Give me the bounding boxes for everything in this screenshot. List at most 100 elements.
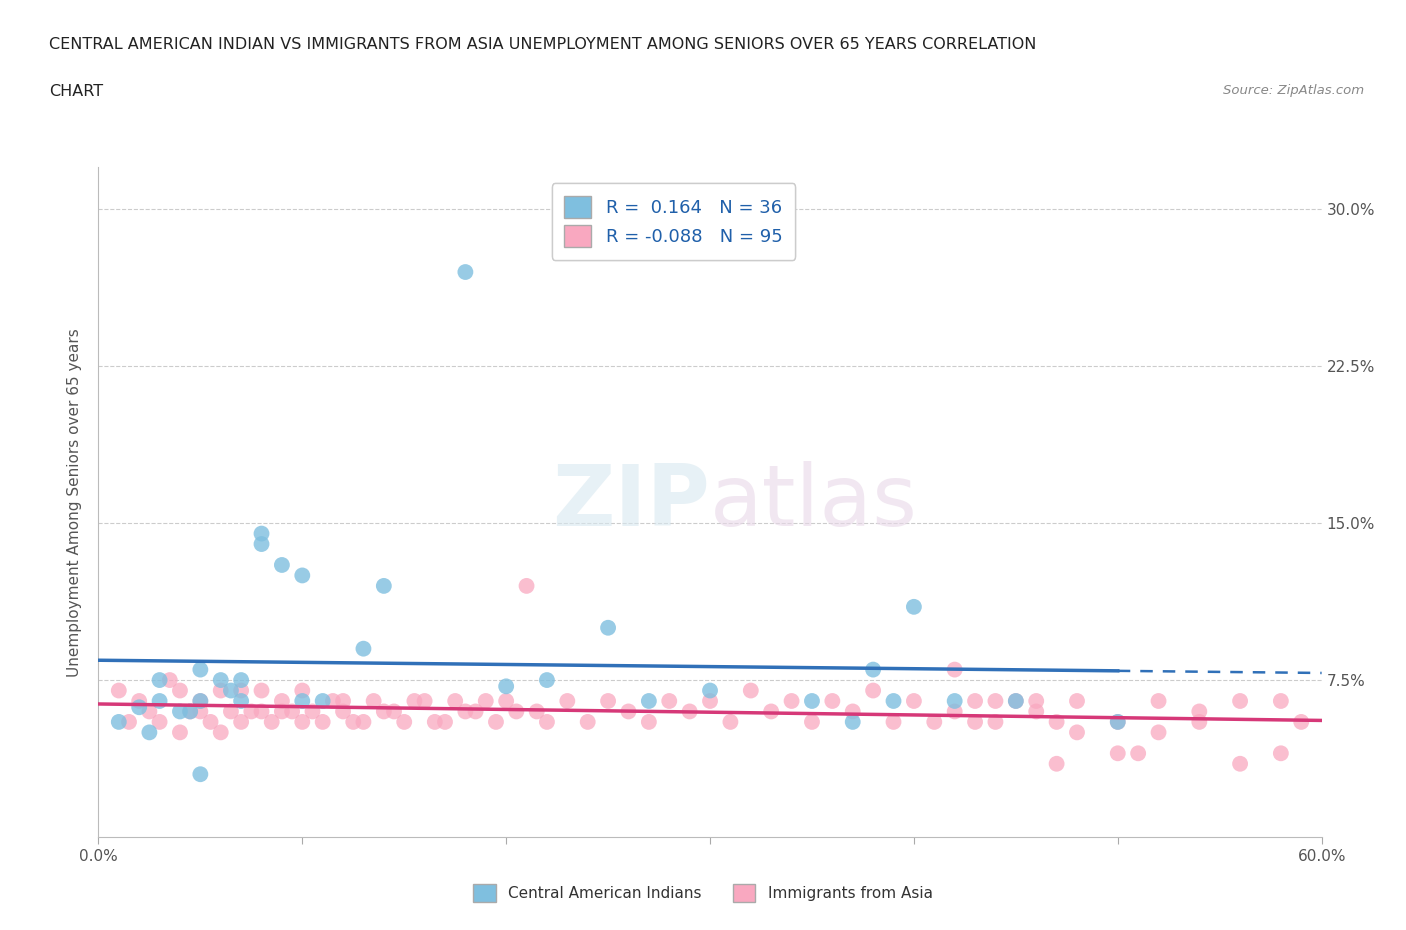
Point [291, 683, 314, 698]
Point [526, 704, 548, 719]
Point [485, 714, 508, 729]
Point [1188, 704, 1211, 719]
Text: CENTRAL AMERICAN INDIAN VS IMMIGRANTS FROM ASIA UNEMPLOYMENT AMONG SENIORS OVER : CENTRAL AMERICAN INDIAN VS IMMIGRANTS FR… [49, 37, 1036, 52]
Point [1147, 694, 1170, 709]
Point [281, 704, 304, 719]
Point [761, 704, 783, 719]
Text: atlas: atlas [710, 460, 918, 544]
Point [188, 662, 212, 677]
Point [965, 714, 987, 729]
Point [943, 662, 966, 677]
Point [1066, 694, 1088, 709]
Point [617, 704, 640, 719]
Point [169, 704, 191, 719]
Point [903, 600, 925, 615]
Point [862, 683, 884, 698]
Point [536, 672, 558, 687]
Point [1025, 704, 1047, 719]
Point [780, 694, 803, 709]
Point [464, 704, 486, 719]
Point [179, 704, 201, 719]
Point [250, 526, 273, 541]
Point [108, 714, 131, 729]
Point [108, 683, 131, 698]
Point [434, 714, 457, 729]
Point [240, 704, 263, 719]
Point [841, 714, 863, 729]
Point [188, 766, 212, 781]
Point [270, 694, 294, 709]
Point [188, 704, 212, 719]
Text: ZIP: ZIP [553, 460, 710, 544]
Point [188, 694, 212, 709]
Point [352, 714, 374, 729]
Point [149, 714, 172, 729]
Point [454, 265, 477, 280]
Point [352, 642, 374, 657]
Point [505, 704, 527, 719]
Point [801, 714, 824, 729]
Point [598, 694, 620, 709]
Y-axis label: Unemployment Among Seniors over 65 years: Unemployment Among Seniors over 65 years [67, 328, 83, 677]
Point [862, 662, 884, 677]
Point [413, 694, 436, 709]
Point [373, 578, 395, 593]
Point [1270, 746, 1292, 761]
Point [270, 558, 294, 573]
Point [260, 714, 283, 729]
Point [720, 714, 742, 729]
Point [301, 704, 323, 719]
Text: Source: ZipAtlas.com: Source: ZipAtlas.com [1223, 84, 1364, 97]
Point [231, 672, 253, 687]
Point [1107, 714, 1129, 729]
Point [200, 714, 222, 729]
Point [219, 683, 242, 698]
Point [291, 694, 314, 709]
Point [373, 704, 395, 719]
Point [250, 683, 273, 698]
Point [188, 694, 212, 709]
Point [231, 694, 253, 709]
Point [1025, 694, 1047, 709]
Point [821, 694, 844, 709]
Point [149, 694, 172, 709]
Point [984, 714, 1007, 729]
Point [322, 694, 344, 709]
Point [312, 714, 335, 729]
Point [1229, 756, 1251, 771]
Text: CHART: CHART [49, 84, 103, 99]
Point [209, 672, 232, 687]
Point [965, 694, 987, 709]
Point [128, 700, 150, 715]
Point [576, 714, 599, 729]
Point [943, 704, 966, 719]
Point [444, 694, 467, 709]
Point [179, 704, 201, 719]
Point [495, 694, 517, 709]
Point [984, 694, 1007, 709]
Point [342, 714, 364, 729]
Point [557, 694, 579, 709]
Point [209, 725, 232, 740]
Point [404, 694, 426, 709]
Point [1004, 694, 1026, 709]
Point [1147, 725, 1170, 740]
Point [1066, 725, 1088, 740]
Point [423, 714, 446, 729]
Point [128, 694, 150, 709]
Legend: R =  0.164   N = 36, R = -0.088   N = 95: R = 0.164 N = 36, R = -0.088 N = 95 [551, 183, 796, 259]
Point [638, 714, 661, 729]
Point [392, 714, 416, 729]
Point [1045, 756, 1069, 771]
Point [883, 714, 905, 729]
Point [658, 694, 681, 709]
Point [638, 694, 661, 709]
Point [219, 704, 242, 719]
Point [1004, 694, 1026, 709]
Point [922, 714, 945, 729]
Legend: Central American Indians, Immigrants from Asia: Central American Indians, Immigrants fro… [467, 878, 939, 909]
Point [598, 620, 620, 635]
Point [209, 683, 232, 698]
Point [382, 704, 405, 719]
Point [474, 694, 498, 709]
